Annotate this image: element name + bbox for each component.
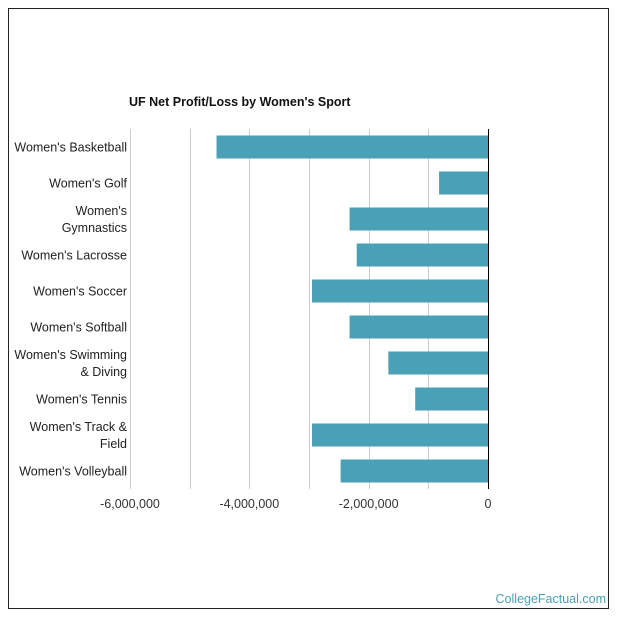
category-label: Women's Gymnastics xyxy=(62,204,127,235)
bar xyxy=(388,351,488,375)
category-label: Women's Softball xyxy=(30,321,127,335)
bar xyxy=(311,423,488,447)
credit-link[interactable]: CollegeFactual.com xyxy=(495,592,606,606)
x-tick-label: -4,000,000 xyxy=(219,497,279,511)
category-label: Women's Lacrosse xyxy=(21,249,127,263)
category-label: Women's Volleyball xyxy=(19,465,127,479)
chart-title: UF Net Profit/Loss by Women's Sport xyxy=(129,95,351,109)
bar xyxy=(415,387,488,411)
bar xyxy=(216,135,488,159)
x-tick-label: -6,000,000 xyxy=(100,497,160,511)
category-label: Women's Tennis xyxy=(36,393,127,407)
bar xyxy=(439,171,488,195)
category-label: Women's Soccer xyxy=(33,285,127,299)
category-label: Women's Golf xyxy=(49,177,127,191)
bar xyxy=(340,459,488,483)
bar xyxy=(311,279,488,303)
bar xyxy=(356,243,488,267)
x-tick-label: 0 xyxy=(485,497,492,511)
x-tick-label: -2,000,000 xyxy=(339,497,399,511)
category-label: Women's Swimming & Diving xyxy=(14,348,127,379)
bar xyxy=(349,207,488,231)
bar xyxy=(349,315,488,339)
category-label: Women's Basketball xyxy=(14,141,127,155)
chart-frame xyxy=(8,8,609,609)
category-label: Women's Track & Field xyxy=(30,420,128,451)
